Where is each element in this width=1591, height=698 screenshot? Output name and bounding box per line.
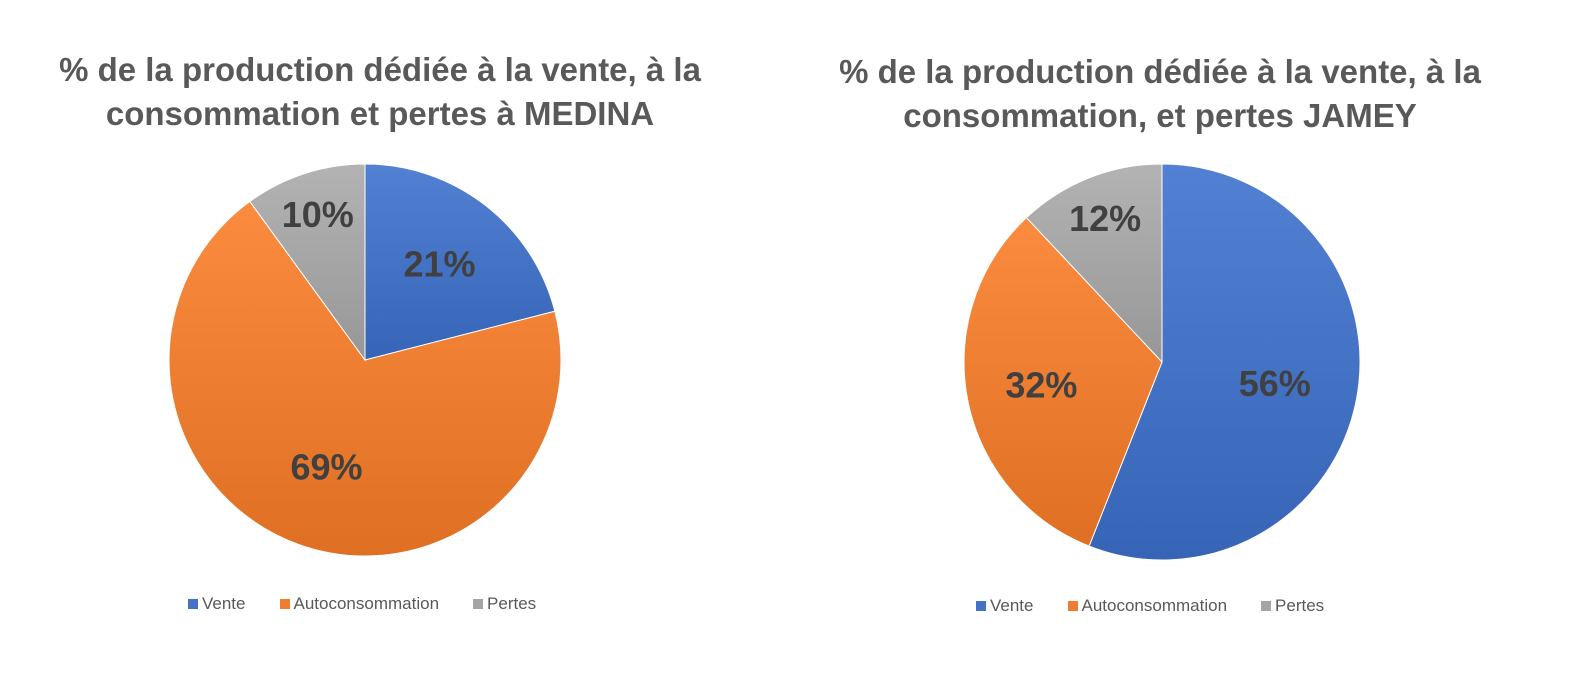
- legend-item-pertes: Pertes: [473, 594, 536, 614]
- legend-item-autoconsommation: Autoconsommation: [1067, 596, 1228, 616]
- pie-slice-autoconsommation: [168, 200, 562, 557]
- legend-item-autoconsommation: Autoconsommation: [279, 594, 440, 614]
- chart-title-line: consommation, et pertes JAMEY: [903, 97, 1417, 134]
- chart-legend: Vente Autoconsommation Pertes: [188, 594, 536, 614]
- pie-data-label: 69%: [290, 446, 362, 487]
- pie-data-label: 56%: [1239, 363, 1311, 404]
- pie-slice-pertes: [1025, 163, 1163, 364]
- pie-data-label: 10%: [282, 194, 354, 235]
- pie-slice-vente: [1088, 163, 1361, 561]
- chart-legend: Vente Autoconsommation Pertes: [976, 596, 1324, 616]
- legend-swatch: [279, 599, 290, 609]
- pie-chart: 21% 69% 10%: [168, 163, 562, 557]
- legend-label: Vente: [990, 596, 1034, 615]
- pie-chart-panel: % de la production dédiée à la vente, à …: [0, 0, 760, 698]
- legend-swatch: [1067, 601, 1078, 611]
- pie-data-label: 32%: [1005, 365, 1077, 406]
- legend-label: Autoconsommation: [1081, 596, 1228, 615]
- legend-swatch: [188, 599, 198, 609]
- legend-item-pertes: Pertes: [1261, 596, 1324, 616]
- legend-item-vente: Vente: [976, 596, 1034, 616]
- legend-label: Pertes: [1275, 596, 1325, 615]
- legend-label: Vente: [202, 594, 246, 613]
- legend-swatch: [1261, 601, 1272, 611]
- chart-title: % de la production dédiée à la vente, à …: [780, 50, 1540, 138]
- legend-item-vente: Vente: [188, 594, 246, 614]
- pie-chart-panel: % de la production dédiée à la vente, à …: [780, 0, 1540, 698]
- legend-label: Autoconsommation: [293, 594, 440, 613]
- legend-swatch: [976, 601, 986, 611]
- pie-chart: 56% 32% 12%: [963, 163, 1361, 561]
- pie-slice-pertes: [249, 163, 366, 362]
- pie-data-label: 12%: [1069, 198, 1141, 239]
- chart-title: % de la production dédiée à la vente, à …: [0, 48, 760, 136]
- chart-title-line: consommation et pertes à MEDINA: [105, 95, 655, 132]
- legend-swatch: [473, 599, 484, 609]
- pie-slice-vente: [364, 163, 556, 361]
- pie-data-label: 21%: [403, 243, 475, 284]
- pie-slice-autoconsommation: [963, 216, 1163, 547]
- legend-label: Pertes: [487, 594, 537, 613]
- chart-title-line: % de la production dédiée à la vente, à …: [839, 53, 1481, 90]
- chart-title-line: % de la production dédiée à la vente, à …: [59, 51, 701, 88]
